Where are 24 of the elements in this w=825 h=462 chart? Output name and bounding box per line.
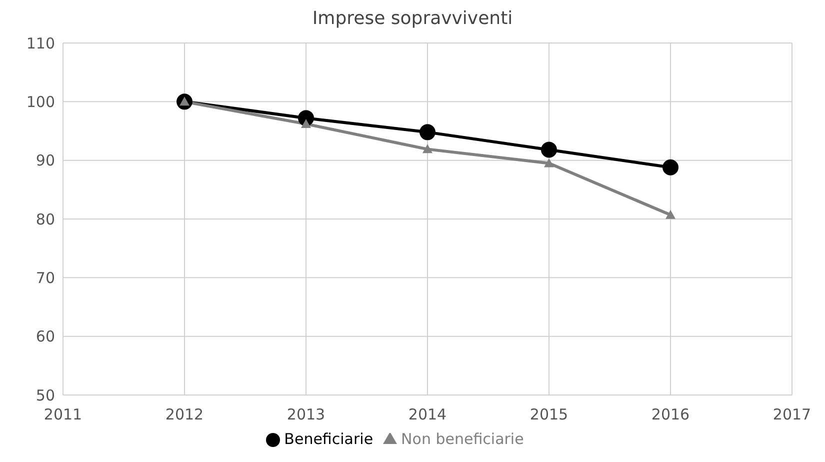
point [422,144,432,154]
point [662,159,678,176]
x-tick-label: 2012 [165,406,204,424]
x-tick-label: 2011 [44,406,82,424]
x-tick-label: 2015 [530,406,568,424]
chart-title: Imprese sopravviventi [311,8,514,29]
x-tick-label: 2017 [772,406,812,424]
point [301,118,311,128]
legend-label: Beneficiarie [284,430,374,448]
y-tick-label: 50 [36,386,55,404]
y-tick-label: 100 [26,92,55,111]
point [541,142,557,158]
point [420,124,436,140]
x-tick-label: 2016 [651,406,690,424]
x-tick-label: 2014 [408,406,447,424]
y-tick-label: 110 [26,34,55,52]
y-tick-label: 80 [36,210,55,228]
y-tick-label: 60 [36,328,55,346]
point [666,210,676,219]
point [544,158,554,168]
y-tick-label: 70 [36,268,55,287]
x-tick-label: 2013 [286,406,326,424]
y-tick-label: 90 [36,152,55,170]
legend-label: Non beneficiarie [401,430,524,448]
